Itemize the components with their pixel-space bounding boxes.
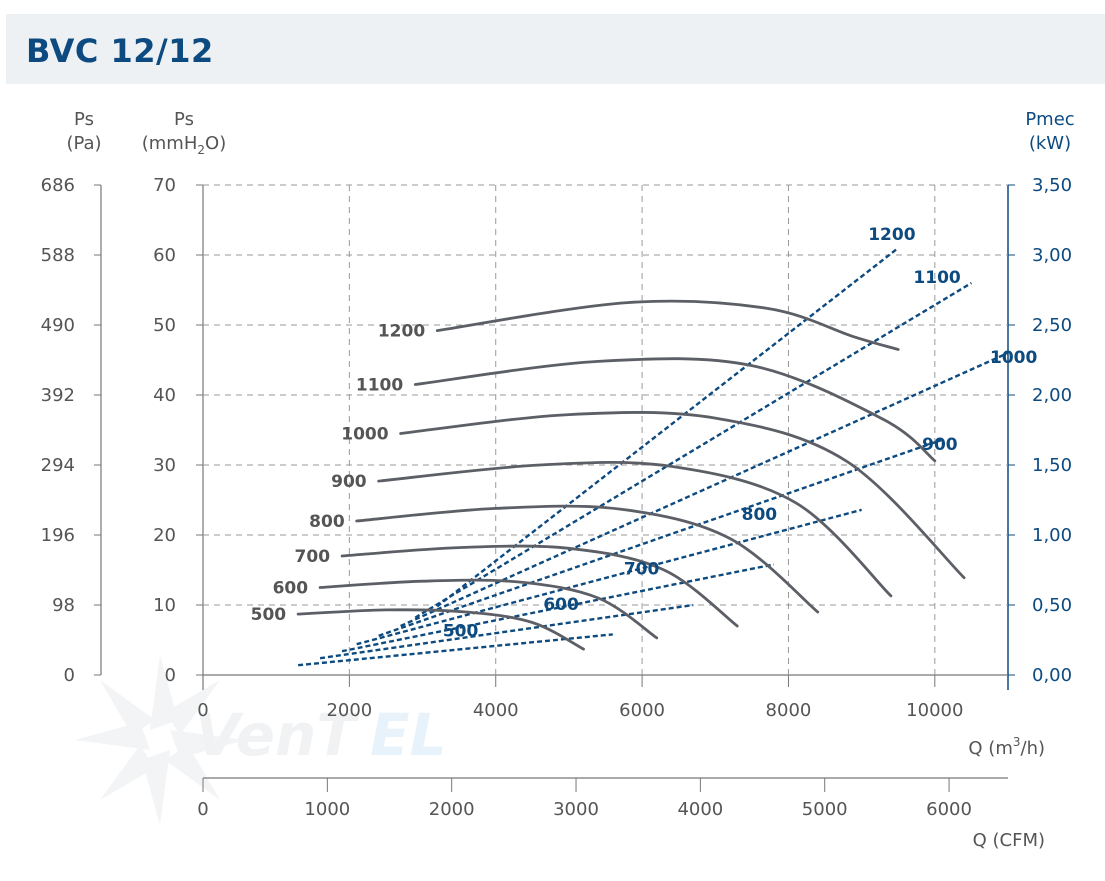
kw-tick-label: 2,00 [1032,385,1072,406]
mm-tick-label: 20 [153,525,176,546]
mm-tick-label: 70 [153,175,176,196]
pressure-label-500: 500 [251,605,287,625]
mm-tick-label: 10 [153,595,176,616]
mm-axis-unit: (mmH2O) [142,133,226,157]
pressure-curve-900 [377,461,893,598]
power-label-500: 500 [443,621,479,641]
pa-tick-label: 98 [52,595,75,616]
pressure-label-900: 900 [331,472,367,492]
pressure-label-1000: 1000 [341,425,388,445]
left-pa-axis-title: Ps (Pa) [66,109,101,154]
cfm-tick-label: 2000 [429,799,475,820]
svg-text:VenT: VenT [195,701,360,769]
kw-tick-label: 0,50 [1032,595,1072,616]
pa-tick-label: 490 [41,315,75,336]
kw-tick-label: 1,50 [1032,455,1072,476]
x-tick-label: 10000 [906,700,963,721]
pa-tick-label: 0 [64,665,75,686]
kw-axis-name: Pmec [1025,109,1074,130]
power-curve-700 [341,563,775,653]
power-label-1200: 1200 [868,225,915,245]
pressure-label-800: 800 [309,512,345,532]
pa-axis-name: Ps [74,109,94,130]
pa-axis-unit: (Pa) [66,133,101,154]
axis-ticks: 686 70 3,50 588 60 3,00 490 50 2,50 392 40 2,00 294 3… [41,175,1072,820]
x-tick-label: 2000 [326,700,372,721]
pressure-curve-500 [296,608,585,651]
pressure-label-1100: 1100 [356,376,403,396]
cfm-tick-label: 1000 [304,799,350,820]
right-kw-axis-title: Pmec (kW) [1025,109,1074,154]
power-curve-900 [378,438,943,637]
chart-title: BVC 12/12 [26,32,214,70]
power-curve-1100 [414,281,973,619]
power-curve-500 [298,633,613,667]
power-label-1100: 1100 [913,268,960,288]
left-mm-axis-title: Ps (mmH2O) [142,109,226,157]
x-tick-label: 4000 [473,700,519,721]
grid [203,184,1008,675]
power-label-700: 700 [624,559,660,579]
power-label-800: 800 [742,505,778,525]
power-label-900: 900 [922,435,958,455]
pressure-curve-600 [318,578,659,640]
cfm-tick-label: 6000 [926,799,972,820]
curve-labels: 500 600 700 800 900 1000 1100 1200 500 600 700 800 9… [251,225,1038,641]
pressure-label-1200: 1200 [378,322,425,342]
title-bar: BVC 12/12 [6,14,1105,84]
power-curve-800 [356,508,862,646]
x-tick-label: 0 [197,700,208,721]
pa-tick-label: 588 [41,245,75,266]
cfm-tick-label: 5000 [802,799,848,820]
power-curve-1200 [436,247,899,608]
x-axis-cfm-label: Q (CFM) [973,830,1045,851]
pressure-label-700: 700 [295,547,331,567]
cfm-tick-label: 0 [197,799,208,820]
mm-tick-label: 30 [153,455,176,476]
mm-tick-label: 50 [153,315,176,336]
pressure-curve-1000 [399,411,966,580]
kw-tick-label: 2,50 [1032,315,1072,336]
power-curve-1000 [400,351,1009,628]
power-label-600: 600 [543,595,579,615]
x-axis-m3h-label: Q (m3/h) [968,735,1045,759]
mm-axis-name: Ps [174,109,194,130]
power-curve-600 [319,603,694,660]
x-tick-label: 6000 [619,700,665,721]
pa-tick-label: 392 [41,385,75,406]
ventel-logo-watermark: VenT EL [75,655,447,825]
pressure-curve-1200 [435,299,900,351]
kw-tick-label: 3,50 [1032,175,1072,196]
cfm-tick-label: 3000 [553,799,599,820]
mm-tick-label: 60 [153,245,176,266]
pressure-label-600: 600 [273,579,309,599]
pressure-curves [296,299,966,651]
svg-text:EL: EL [370,701,447,769]
pressure-curve-800 [355,504,820,614]
kw-tick-label: 3,00 [1032,245,1072,266]
x-tick-label: 8000 [766,700,812,721]
kw-tick-label: 1,00 [1032,525,1072,546]
power-curves [298,247,1009,667]
pa-tick-label: 294 [41,455,75,476]
cfm-tick-label: 4000 [677,799,723,820]
pressure-curve-700 [340,544,739,628]
kw-tick-label: 0,00 [1032,665,1072,686]
power-label-1000: 1000 [990,348,1037,368]
pa-tick-label: 196 [41,525,75,546]
pressure-curve-1100 [413,357,937,463]
mm-tick-label: 0 [165,665,176,686]
kw-axis-unit: (kW) [1029,133,1071,154]
mm-tick-label: 40 [153,385,176,406]
pa-tick-label: 686 [41,175,75,196]
